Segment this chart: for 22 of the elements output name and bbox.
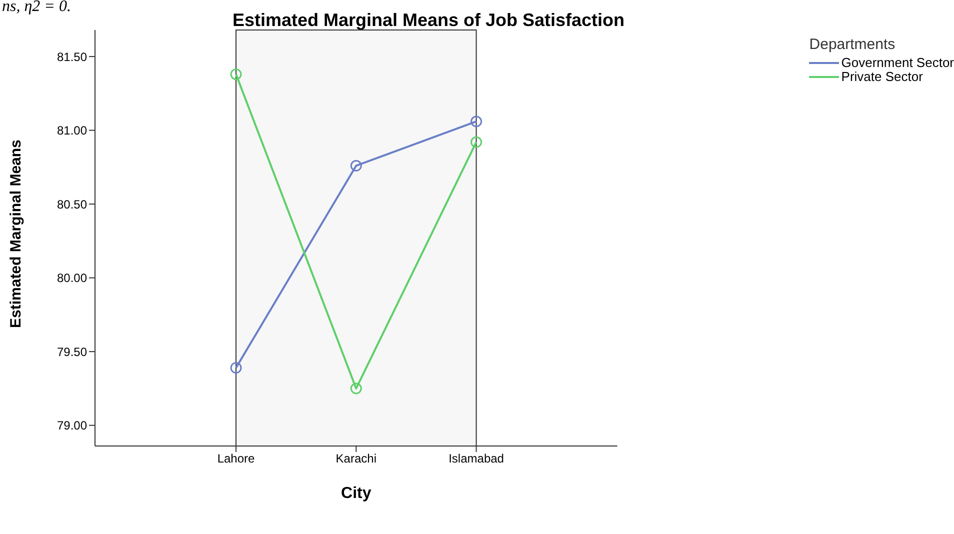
chart-title: Estimated Marginal Means of Job Satisfaction [231, 10, 626, 31]
y-tick-label: 81.00 [56, 124, 88, 138]
x-tick-label: Islamabad [448, 452, 504, 466]
x-tick-label: Karachi [336, 452, 376, 466]
y-tick-label: 79.50 [56, 344, 88, 359]
y-tick-label: 81.50 [56, 50, 88, 64]
legend-label: Private Sector [841, 69, 923, 84]
x-axis-title: City [341, 485, 372, 502]
legend-title: Departments [809, 36, 896, 53]
point [350, 160, 362, 172]
point [470, 136, 482, 148]
x-tick-label: Lahore [217, 452, 256, 466]
point [350, 382, 362, 394]
text: ns, η2 = 0. [2, 0, 71, 16]
y-axis-title: Estimated Marginal Means [7, 140, 24, 328]
y-tick-label: 79.00 [56, 418, 88, 433]
y-tick-label: 80.00 [56, 271, 88, 286]
y-tick-label: 80.50 [56, 197, 88, 212]
legend-label: Government Sector [841, 55, 954, 70]
point [470, 116, 482, 128]
point [230, 68, 242, 80]
point [230, 362, 242, 374]
